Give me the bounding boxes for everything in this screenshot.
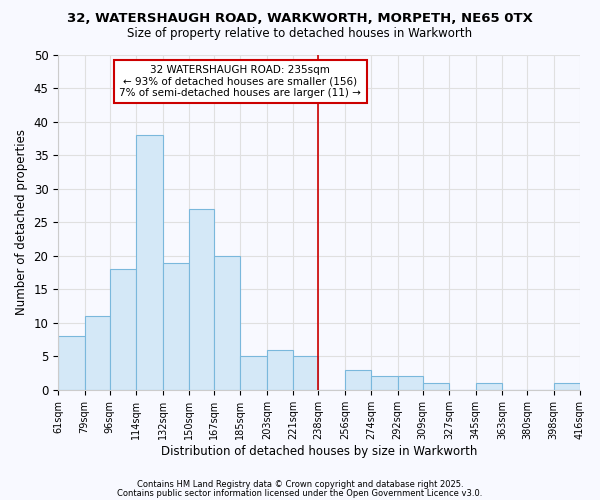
- Bar: [554, 383, 580, 390]
- Y-axis label: Number of detached properties: Number of detached properties: [15, 130, 28, 316]
- Bar: [58, 336, 85, 390]
- Text: Size of property relative to detached houses in Warkworth: Size of property relative to detached ho…: [127, 28, 473, 40]
- Bar: [85, 316, 110, 390]
- Bar: [136, 136, 163, 390]
- Bar: [476, 383, 502, 390]
- Bar: [189, 209, 214, 390]
- Bar: [110, 270, 136, 390]
- Text: Contains HM Land Registry data © Crown copyright and database right 2025.: Contains HM Land Registry data © Crown c…: [137, 480, 463, 489]
- Bar: [267, 350, 293, 390]
- Bar: [163, 262, 189, 390]
- Bar: [345, 370, 371, 390]
- Bar: [293, 356, 319, 390]
- Bar: [371, 376, 398, 390]
- Text: 32 WATERSHAUGH ROAD: 235sqm
← 93% of detached houses are smaller (156)
7% of sem: 32 WATERSHAUGH ROAD: 235sqm ← 93% of det…: [119, 65, 361, 98]
- Bar: [214, 256, 241, 390]
- X-axis label: Distribution of detached houses by size in Warkworth: Distribution of detached houses by size …: [161, 444, 477, 458]
- Text: Contains public sector information licensed under the Open Government Licence v3: Contains public sector information licen…: [118, 488, 482, 498]
- Bar: [398, 376, 423, 390]
- Text: 32, WATERSHAUGH ROAD, WARKWORTH, MORPETH, NE65 0TX: 32, WATERSHAUGH ROAD, WARKWORTH, MORPETH…: [67, 12, 533, 26]
- Bar: [241, 356, 267, 390]
- Bar: [423, 383, 449, 390]
